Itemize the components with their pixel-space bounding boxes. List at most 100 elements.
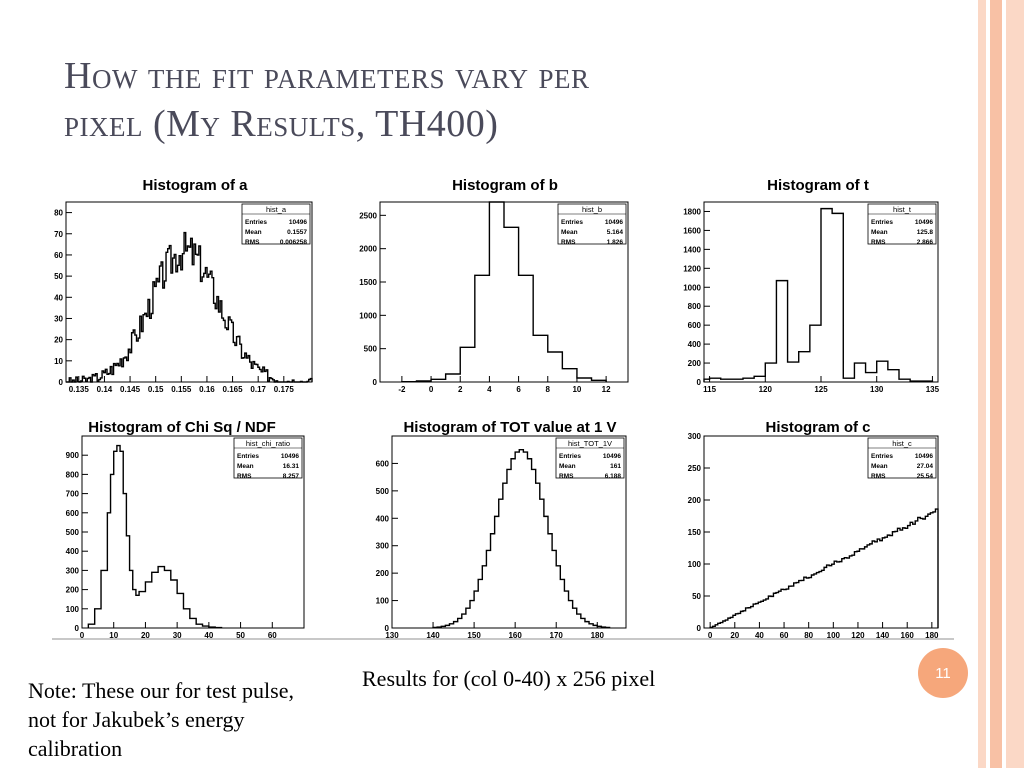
stats-label: Entries: [871, 453, 893, 460]
stats-label: Entries: [871, 219, 893, 226]
x-tick-label: 170: [550, 631, 564, 640]
stats-value: 1.826: [607, 239, 624, 246]
x-tick-label: 135: [926, 385, 940, 394]
y-tick-label: 1600: [683, 226, 701, 235]
histogram-series: [66, 231, 313, 383]
x-tick-label: 100: [827, 631, 841, 640]
y-tick-label: 300: [376, 542, 390, 551]
stats-value: 0.1557: [287, 229, 307, 236]
x-tick-label: 140: [426, 631, 440, 640]
y-tick-label: 70: [54, 230, 63, 239]
y-tick-label: 100: [66, 605, 80, 614]
y-tick-label: 400: [376, 514, 390, 523]
plot-frame: [65, 201, 313, 383]
x-tick-label: 40: [755, 631, 764, 640]
y-tick-label: 150: [688, 528, 702, 537]
y-tick-label: 200: [688, 359, 702, 368]
x-tick-label: 0.165: [223, 385, 244, 394]
x-tick-label: 0.145: [120, 385, 141, 394]
histogram-title: Histogram of TOT value at 1 V: [403, 419, 616, 436]
y-tick-label: 100: [688, 560, 702, 569]
stats-name: hist_t: [893, 205, 912, 214]
histogram-title: Histogram of a: [142, 177, 248, 194]
y-tick-label: 0: [59, 378, 64, 387]
histogram-title: Histogram of t: [767, 177, 869, 194]
x-tick-label: 140: [876, 631, 890, 640]
page-number-badge: 11: [918, 648, 968, 698]
x-tick-label: 125: [814, 385, 828, 394]
stats-name: hist_TOT_1V: [568, 439, 612, 448]
stats-value: 25.54: [917, 473, 934, 480]
histogram-panel-4: Histogram of Chi Sq / NDF010020030040050…: [66, 419, 305, 640]
stats-name: hist_b: [582, 205, 602, 214]
y-tick-label: 1000: [683, 283, 701, 292]
histogram-series: [709, 508, 939, 628]
y-tick-label: 30: [54, 314, 63, 323]
y-tick-label: 50: [692, 592, 701, 601]
stats-value: 10496: [605, 219, 623, 226]
x-tick-label: 40: [204, 631, 213, 640]
stats-name: hist_chi_ratio: [246, 439, 290, 448]
histogram-panel-6: Histogram of c 0 50 100 150 200 250 300 0 20 40 60 8…: [688, 419, 939, 640]
stats-label: RMS: [559, 473, 574, 480]
stats-value: 5.164: [607, 229, 624, 236]
x-tick-label: 10: [109, 631, 118, 640]
histogram-panel-1: Histogram of a 0 10 20 30 40 50 60 70 80 0.135 0.14…: [54, 177, 313, 394]
stats-value: 8.257: [283, 473, 300, 480]
plot-frame: [391, 435, 627, 629]
slide-title-line-2: pixel (My Results, TH400): [64, 103, 499, 145]
x-tick-label: 0.15: [148, 385, 164, 394]
stats-label: Mean: [871, 463, 888, 470]
histogram-panel-2: Histogram of b 0 500 1000 1500 2000 2500 -2 0 2 4 6…: [359, 177, 629, 394]
y-tick-label: 800: [66, 470, 80, 479]
histogram-panel-3: Histogram of t 0 200 400 600 800 1000 1200 1400 1…: [683, 177, 939, 394]
note: Note: These our for test pulse, not for …: [28, 678, 294, 761]
y-tick-label: 600: [66, 509, 80, 518]
stats-label: RMS: [561, 239, 576, 246]
x-tick-label: 115: [703, 385, 716, 394]
x-tick-label: 20: [141, 631, 150, 640]
y-tick-label: 800: [688, 302, 702, 311]
y-tick-label: 500: [376, 487, 390, 496]
y-tick-label: 0: [75, 624, 80, 633]
x-tick-label: 0.14: [97, 385, 113, 394]
histogram-panel-5: Histogram of TOT value at 1 V 0 100 200 300 4…: [376, 419, 627, 640]
y-tick-label: 600: [688, 321, 702, 330]
x-tick-label: 60: [780, 631, 789, 640]
x-tick-label: 8: [546, 385, 551, 394]
histogram-series: [432, 449, 611, 629]
histogram-title: Histogram of Chi Sq / NDF: [88, 419, 276, 436]
stats-value: 0.006258: [280, 239, 307, 246]
x-tick-label: 120: [759, 385, 773, 394]
x-tick-label: 130: [870, 385, 884, 394]
y-tick-label: 1800: [683, 207, 701, 216]
histogram-title: Histogram of b: [452, 177, 558, 194]
stats-value: 10496: [603, 453, 621, 460]
x-tick-label: 0: [80, 631, 85, 640]
stats-name: hist_a: [266, 205, 287, 214]
stats-label: Entries: [237, 453, 259, 460]
stats-label: Mean: [245, 229, 262, 236]
histogram-title: Histogram of c: [765, 419, 870, 436]
stats-label: RMS: [237, 473, 252, 480]
histogram-series: [87, 444, 223, 629]
y-tick-label: 20: [54, 336, 63, 345]
x-tick-label: 0.175: [274, 385, 295, 394]
x-tick-label: 12: [602, 385, 611, 394]
stats-label: RMS: [245, 239, 260, 246]
x-tick-label: 180: [591, 631, 605, 640]
x-tick-label: 30: [173, 631, 182, 640]
stats-value: 16.31: [283, 463, 300, 470]
y-tick-label: 1000: [359, 311, 377, 320]
stats-value: 125.8: [917, 229, 934, 236]
x-tick-label: 130: [385, 631, 399, 640]
x-tick-label: 0.16: [199, 385, 215, 394]
x-tick-label: 180: [925, 631, 939, 640]
y-tick-label: 50: [54, 272, 63, 281]
charts-divider: [52, 638, 954, 640]
decorative-stripes: [978, 0, 1024, 768]
y-tick-label: 2000: [359, 245, 377, 254]
y-tick-label: 200: [66, 586, 80, 595]
y-tick-label: 300: [66, 566, 80, 575]
stats-value: 161: [610, 463, 621, 470]
